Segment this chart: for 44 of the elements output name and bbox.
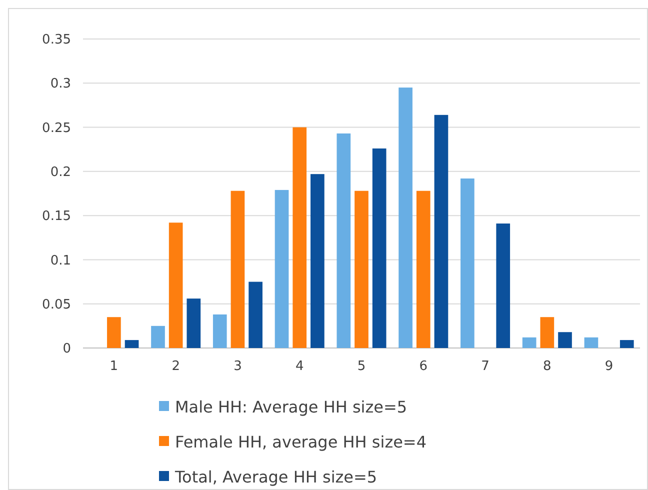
x-tick-label: 6 [419, 359, 428, 374]
x-tick-label: 4 [295, 359, 304, 374]
bar [151, 326, 165, 348]
bar [540, 317, 554, 348]
y-tick-label: 0.25 [42, 120, 71, 136]
y-tick-label: 0 [62, 342, 71, 357]
bar [496, 224, 510, 348]
y-tick-label: 0.1 [50, 253, 71, 268]
bar [274, 190, 289, 348]
bar [522, 337, 536, 348]
x-tick-label: 5 [357, 359, 366, 374]
y-tick-label: 0.15 [42, 209, 71, 224]
bar [354, 190, 368, 348]
x-tick-label: 2 [172, 359, 180, 374]
bar [292, 127, 307, 348]
bar [416, 190, 430, 348]
y-tick-label: 0.3 [50, 76, 71, 92]
bar [372, 148, 386, 348]
bar [230, 190, 245, 348]
bar [434, 114, 448, 348]
bar [336, 133, 351, 348]
bar [310, 174, 324, 348]
bar [460, 178, 474, 348]
bar [558, 332, 572, 348]
x-tick-label: 3 [234, 359, 242, 374]
x-tick-label: 7 [481, 359, 490, 374]
bar [398, 88, 412, 348]
bar [168, 222, 183, 348]
bar [186, 298, 201, 348]
legend-label: Total, Average HH size=5 [174, 468, 378, 487]
bar [107, 317, 121, 348]
y-tick-label: 0.05 [42, 297, 71, 312]
y-tick-label: 0.2 [50, 164, 71, 180]
legend-label: Female HH, average HH size=4 [175, 432, 427, 452]
bar [248, 282, 262, 348]
legend-label: Male HH: Average HH size=5 [175, 398, 408, 417]
x-tick-label: 9 [604, 359, 614, 374]
bar [212, 314, 227, 348]
x-tick-label: 1 [110, 359, 118, 374]
bar [620, 340, 634, 348]
bar [124, 340, 139, 348]
bar [584, 337, 598, 348]
y-tick-label: 0.35 [42, 32, 71, 48]
x-tick-label: 8 [543, 359, 552, 374]
